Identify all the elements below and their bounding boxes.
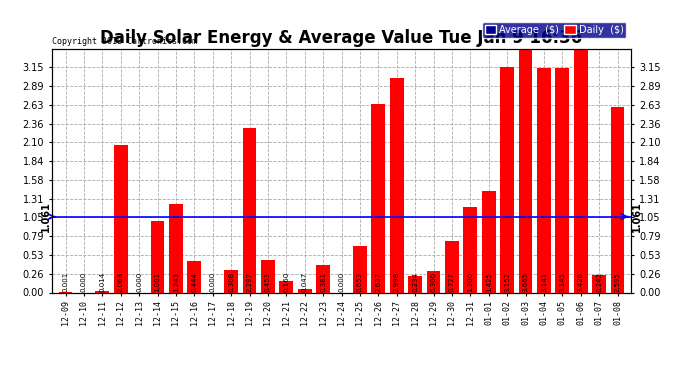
Bar bbox=[316, 265, 330, 292]
Bar bbox=[353, 246, 367, 292]
Text: 3.145: 3.145 bbox=[560, 272, 565, 292]
Bar bbox=[500, 67, 514, 292]
Text: 0.653: 0.653 bbox=[357, 272, 363, 292]
Bar bbox=[95, 291, 109, 292]
Title: Daily Solar Energy & Average Value Tue Jan 9 16:36: Daily Solar Energy & Average Value Tue J… bbox=[101, 29, 582, 47]
Bar bbox=[150, 221, 164, 292]
Bar bbox=[169, 204, 183, 292]
Bar bbox=[188, 261, 201, 292]
Text: 1.243: 1.243 bbox=[173, 272, 179, 292]
Text: 3.426: 3.426 bbox=[578, 272, 584, 292]
Bar bbox=[390, 78, 404, 292]
Bar bbox=[482, 190, 495, 292]
Text: 0.001: 0.001 bbox=[63, 272, 68, 292]
Bar bbox=[224, 270, 238, 292]
Text: 2.068: 2.068 bbox=[118, 272, 124, 292]
Text: 1.425: 1.425 bbox=[486, 272, 492, 292]
Bar bbox=[445, 240, 459, 292]
Text: 0.014: 0.014 bbox=[99, 272, 106, 292]
Text: 0.453: 0.453 bbox=[265, 272, 271, 292]
Text: 3.665: 3.665 bbox=[522, 272, 529, 292]
Bar bbox=[426, 271, 440, 292]
Text: 0.381: 0.381 bbox=[320, 272, 326, 292]
Text: 0.000: 0.000 bbox=[339, 272, 344, 292]
Text: 0.727: 0.727 bbox=[449, 272, 455, 292]
Text: 1.061: 1.061 bbox=[632, 201, 642, 232]
Text: 3.141: 3.141 bbox=[541, 272, 547, 292]
Text: 2.637: 2.637 bbox=[375, 272, 382, 292]
Text: 0.444: 0.444 bbox=[191, 272, 197, 292]
Text: 0.160: 0.160 bbox=[284, 272, 289, 292]
Text: 0.300: 0.300 bbox=[431, 272, 437, 292]
Bar bbox=[298, 289, 312, 292]
Bar bbox=[592, 275, 606, 292]
Text: 3.152: 3.152 bbox=[504, 272, 510, 292]
Bar bbox=[464, 207, 477, 292]
Text: 2.998: 2.998 bbox=[394, 272, 400, 292]
Text: 0.308: 0.308 bbox=[228, 272, 234, 292]
Bar bbox=[611, 107, 624, 292]
Bar bbox=[555, 68, 569, 292]
Bar bbox=[114, 145, 128, 292]
Text: 0.234: 0.234 bbox=[412, 272, 418, 292]
Text: 1.001: 1.001 bbox=[155, 272, 161, 292]
Text: 0.000: 0.000 bbox=[81, 272, 87, 292]
Text: Copyright 2018 Cartronics.com: Copyright 2018 Cartronics.com bbox=[52, 38, 197, 46]
Bar bbox=[574, 48, 588, 292]
Text: 2.297: 2.297 bbox=[246, 272, 253, 292]
Bar bbox=[408, 276, 422, 292]
Text: 1.200: 1.200 bbox=[467, 272, 473, 292]
Bar bbox=[371, 104, 385, 292]
Bar bbox=[519, 30, 533, 292]
Text: 0.000: 0.000 bbox=[136, 272, 142, 292]
Text: 2.595: 2.595 bbox=[615, 272, 620, 292]
Text: 0.000: 0.000 bbox=[210, 272, 216, 292]
Bar bbox=[261, 260, 275, 292]
Bar bbox=[243, 128, 257, 292]
Text: 1.061: 1.061 bbox=[41, 201, 51, 232]
Legend: Average  ($), Daily  ($): Average ($), Daily ($) bbox=[482, 22, 627, 38]
Text: 0.047: 0.047 bbox=[302, 272, 308, 292]
Bar bbox=[537, 68, 551, 292]
Bar bbox=[279, 281, 293, 292]
Text: 0.242: 0.242 bbox=[596, 272, 602, 292]
